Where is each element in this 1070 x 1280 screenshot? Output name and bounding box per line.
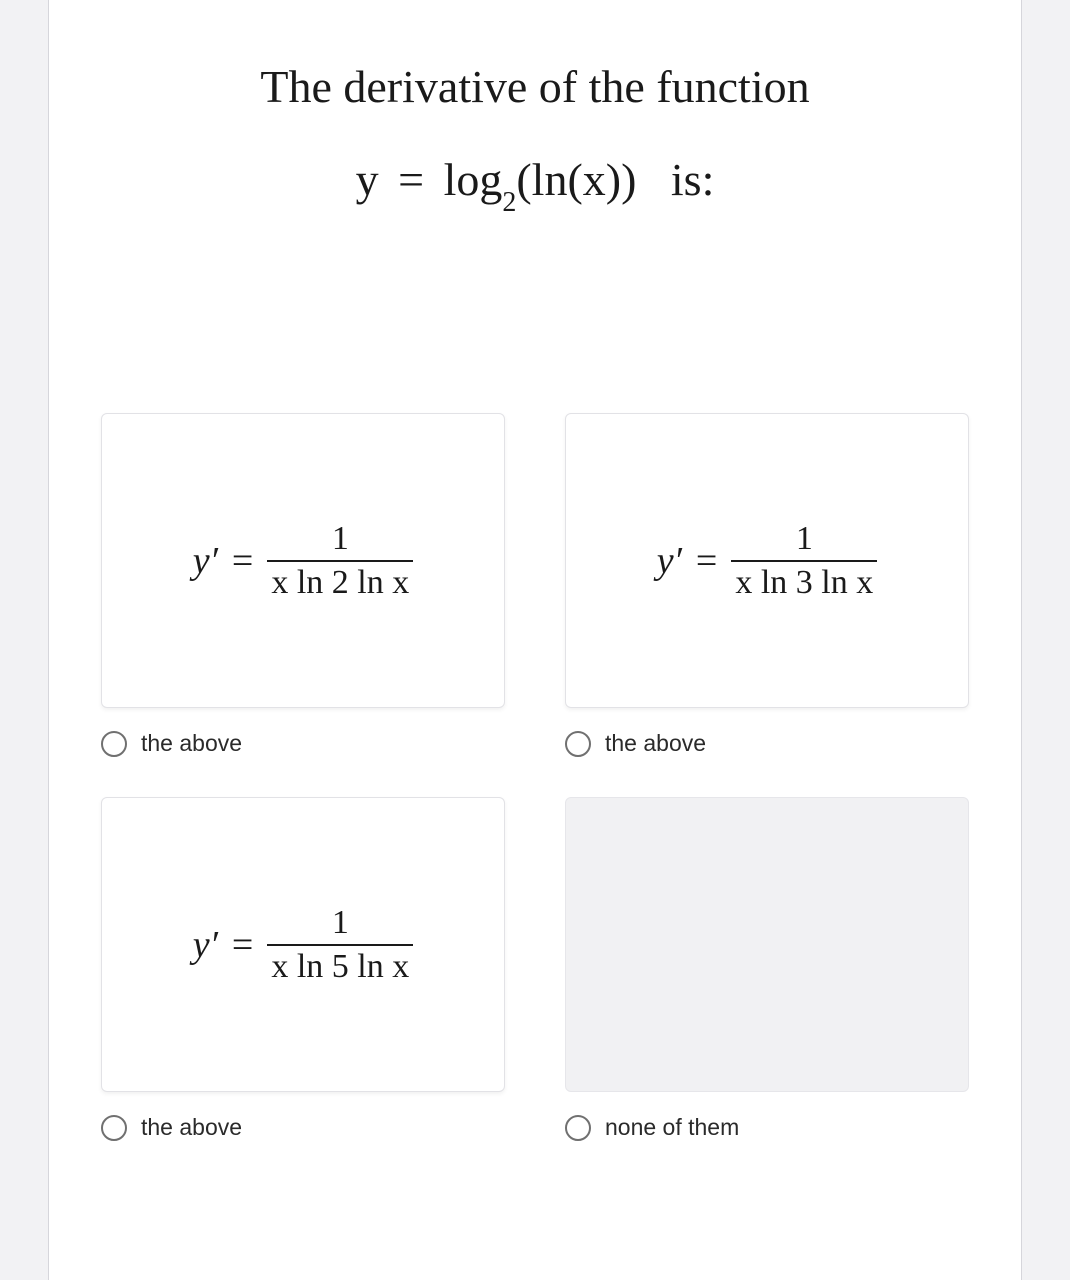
radio-icon[interactable] bbox=[565, 731, 591, 757]
option-den-1: x ln 3 ln x bbox=[731, 562, 877, 601]
option-num-1: 1 bbox=[792, 520, 817, 559]
option-eq-0: = bbox=[232, 539, 253, 583]
option-radio-row-0[interactable]: the above bbox=[101, 730, 505, 757]
option-radio-label-1: the above bbox=[605, 730, 706, 757]
options-grid: y′ = 1 x ln 2 ln x the above bbox=[101, 413, 969, 1141]
eq-lhs: y bbox=[356, 154, 379, 205]
option-den-2: x ln 5 ln x bbox=[267, 946, 413, 985]
option-lhs-1: y′ bbox=[657, 539, 682, 583]
option-radio-label-3: none of them bbox=[605, 1114, 739, 1141]
option-cell-0: y′ = 1 x ln 2 ln x the above bbox=[101, 413, 505, 757]
radio-icon[interactable] bbox=[101, 731, 127, 757]
option-card-0: y′ = 1 x ln 2 ln x bbox=[101, 413, 505, 708]
option-card-3 bbox=[565, 797, 969, 1092]
option-expr-0: y′ = 1 x ln 2 ln x bbox=[193, 520, 414, 601]
option-expr-2: y′ = 1 x ln 5 ln x bbox=[193, 904, 414, 985]
option-radio-row-3[interactable]: none of them bbox=[565, 1114, 969, 1141]
option-card-2: y′ = 1 x ln 5 ln x bbox=[101, 797, 505, 1092]
eq-log-base: 2 bbox=[502, 187, 516, 218]
question-frame: The derivative of the function y = log2(… bbox=[48, 0, 1022, 1280]
option-radio-row-1[interactable]: the above bbox=[565, 730, 969, 757]
radio-icon[interactable] bbox=[101, 1115, 127, 1141]
option-cell-2: y′ = 1 x ln 5 ln x the above bbox=[101, 797, 505, 1141]
eq-arg: (ln(x)) bbox=[516, 154, 636, 205]
eq-tail: is: bbox=[671, 154, 714, 205]
option-radio-label-2: the above bbox=[141, 1114, 242, 1141]
option-num-0: 1 bbox=[328, 520, 353, 559]
option-cell-1: y′ = 1 x ln 3 ln x the above bbox=[565, 413, 969, 757]
option-lhs-0: y′ bbox=[193, 539, 218, 583]
option-num-2: 1 bbox=[328, 904, 353, 943]
option-eq-2: = bbox=[232, 923, 253, 967]
option-expr-1: y′ = 1 x ln 3 ln x bbox=[657, 520, 878, 601]
radio-icon[interactable] bbox=[565, 1115, 591, 1141]
option-radio-row-2[interactable]: the above bbox=[101, 1114, 505, 1141]
option-frac-2: 1 x ln 5 ln x bbox=[267, 904, 413, 985]
option-card-1: y′ = 1 x ln 3 ln x bbox=[565, 413, 969, 708]
question-line1: The derivative of the function bbox=[101, 60, 969, 113]
option-radio-label-0: the above bbox=[141, 730, 242, 757]
eq-equals: = bbox=[398, 154, 424, 205]
option-lhs-2: y′ bbox=[193, 923, 218, 967]
question-equation: y = log2(ln(x)) is: bbox=[101, 153, 969, 213]
option-cell-3: none of them bbox=[565, 797, 969, 1141]
option-frac-0: 1 x ln 2 ln x bbox=[267, 520, 413, 601]
option-frac-1: 1 x ln 3 ln x bbox=[731, 520, 877, 601]
option-eq-1: = bbox=[696, 539, 717, 583]
option-den-0: x ln 2 ln x bbox=[267, 562, 413, 601]
eq-log: log bbox=[444, 154, 503, 205]
